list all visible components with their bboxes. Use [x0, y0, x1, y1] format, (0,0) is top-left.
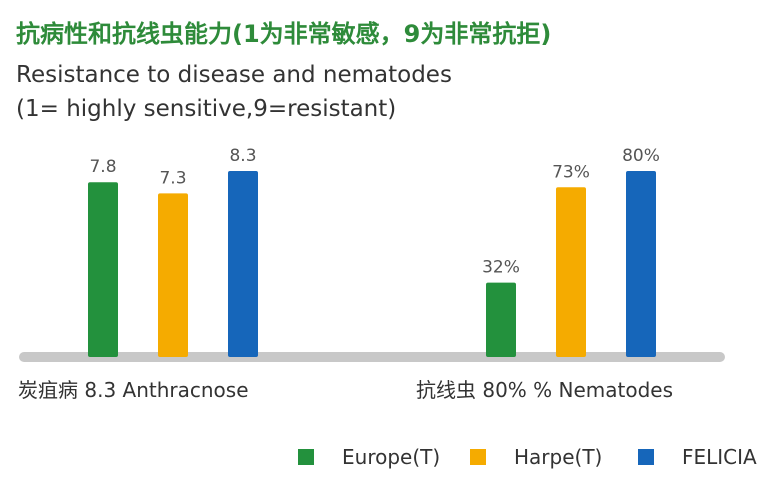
bar-g1-s1 — [88, 182, 118, 357]
data-label-g2-s1: 32% — [482, 258, 520, 278]
category-label-1: 炭疽病 8.3 Anthracnose — [18, 378, 249, 402]
category-label-2: 抗线虫 80% % Nematodes — [416, 378, 673, 402]
legend-swatch-3 — [638, 449, 654, 465]
bars-layer: 7.8 7.3 8.3 炭疽病 8.3 Anthracnose 32% 73% 80% 抗线虫… — [18, 146, 673, 402]
chart-subtitle-line-2: (1= highly sensitive,9=resistant) — [16, 96, 396, 122]
bar-g1-s2 — [158, 193, 188, 357]
legend: Europe(T) Harpe(T) FELICIA — [298, 445, 757, 469]
legend-swatch-2 — [470, 449, 486, 465]
bar-g2-s3 — [626, 171, 656, 357]
bar-g2-s1 — [486, 282, 516, 357]
data-label-g2-s3: 80% — [622, 146, 660, 166]
data-label-g1-s3: 8.3 — [229, 146, 256, 166]
legend-label-3: FELICIA — [682, 445, 757, 469]
data-label-g2-s2: 73% — [552, 162, 590, 182]
bar-g1-s3 — [228, 171, 258, 357]
legend-label-2: Harpe(T) — [514, 445, 602, 469]
legend-swatch-1 — [298, 449, 314, 465]
chart-subtitle-line-1: Resistance to disease and nematodes — [16, 62, 452, 88]
chart-title: 抗病性和抗线虫能力(1为非常敏感，9为非常抗拒) — [16, 20, 551, 48]
data-label-g1-s2: 7.3 — [159, 168, 186, 188]
data-label-g1-s1: 7.8 — [89, 157, 116, 177]
bar-g2-s2 — [556, 187, 586, 357]
legend-label-1: Europe(T) — [342, 445, 440, 469]
